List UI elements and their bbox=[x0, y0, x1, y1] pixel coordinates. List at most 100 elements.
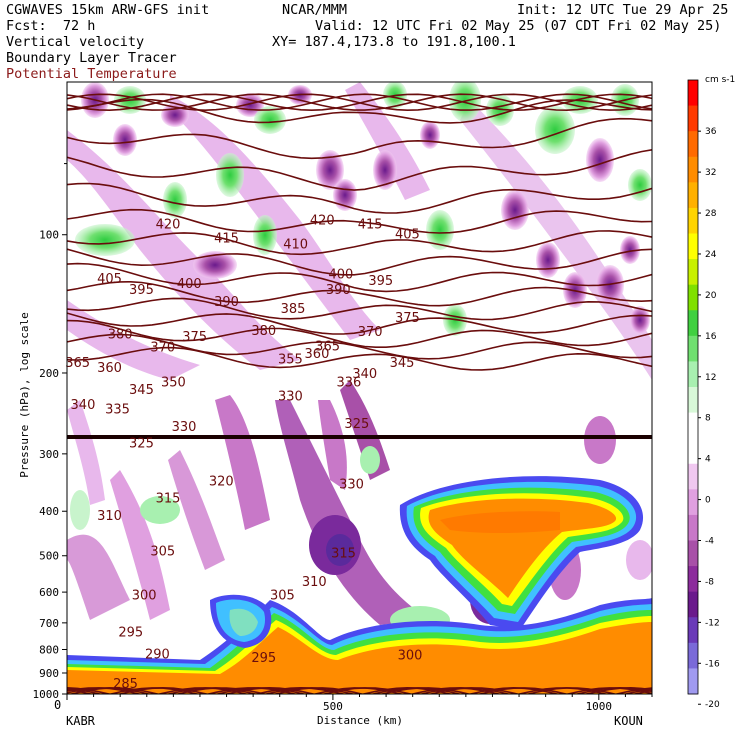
colorbar-tick-label: -8 bbox=[705, 577, 714, 587]
init-time: Init: 12 UTC Tue 29 Apr 25 bbox=[517, 2, 729, 18]
colorbar-tick-label: 0 bbox=[705, 496, 711, 506]
cross-section-endpoints: XY= 187.4,173.8 to 191.8,100.1 bbox=[272, 34, 516, 50]
colorbar-swatch bbox=[688, 438, 698, 465]
theta-contour bbox=[67, 346, 652, 371]
colorbar-tick-label: 4 bbox=[705, 455, 711, 465]
x-tick-label: 500 bbox=[323, 700, 343, 713]
theta-label: 370 bbox=[358, 325, 383, 340]
theta-label: 325 bbox=[344, 417, 369, 432]
y-tick-label: 300 bbox=[39, 448, 59, 461]
theta-label: 315 bbox=[156, 491, 181, 506]
y-tick-label: 200 bbox=[39, 367, 59, 380]
colorbar-tick-label: 16 bbox=[705, 332, 717, 342]
theta-label: 295 bbox=[251, 651, 276, 666]
theta-label: 390 bbox=[326, 283, 351, 298]
theta-label: 370 bbox=[150, 340, 175, 355]
field-boundary-layer-tracer: Boundary Layer Tracer bbox=[6, 50, 177, 66]
y-axis-label: Pressure (hPa), log scale bbox=[18, 312, 31, 478]
theta-label: 295 bbox=[118, 626, 143, 641]
colorbar-swatch bbox=[688, 259, 698, 286]
theta-label: 415 bbox=[214, 232, 239, 247]
colorbar-swatch bbox=[688, 668, 698, 695]
theta-label: 315 bbox=[331, 547, 356, 562]
org-label: NCAR/MMM bbox=[282, 2, 348, 18]
colorbar: 36 32 28 24 20 16 12 8 4 0 -4 -8 -12 -16 -20 bbox=[687, 79, 720, 710]
theta-label: 330 bbox=[278, 389, 303, 404]
colorbar-tick-label: 8 bbox=[705, 414, 711, 424]
y-tick-label: 700 bbox=[39, 617, 59, 630]
theta-label: 375 bbox=[395, 311, 420, 326]
boundary-layer-tracer bbox=[67, 476, 652, 694]
theta-contour bbox=[156, 686, 652, 694]
x-origin-label: 0 bbox=[54, 698, 62, 712]
theta-label: 310 bbox=[97, 509, 122, 524]
theta-label: 310 bbox=[302, 575, 327, 590]
theta-label: 405 bbox=[395, 228, 420, 243]
theta-label: 375 bbox=[182, 330, 207, 345]
theta-label: 330 bbox=[172, 420, 197, 435]
valid-time: Valid: 12 UTC Fri 02 May 25 (07 CDT Fri … bbox=[315, 18, 722, 34]
theta-label: 355 bbox=[278, 353, 303, 368]
colorbar-frame bbox=[687, 79, 699, 695]
theta-label: 365 bbox=[315, 339, 340, 354]
y-tick-label: 600 bbox=[39, 586, 59, 599]
colorbar-swatch bbox=[688, 566, 698, 593]
y-axis: 100 200 300 400 500 600 700 800 900 1000 bbox=[33, 163, 67, 701]
colorbar-swatch bbox=[688, 182, 698, 209]
theta-label: 305 bbox=[150, 545, 175, 560]
theta-label: 285 bbox=[113, 677, 138, 692]
x-axis-label: Distance (km) bbox=[317, 714, 403, 727]
colorbar-tick-label: 24 bbox=[705, 250, 717, 260]
left-station-label: KABR bbox=[66, 714, 95, 728]
theta-contour bbox=[116, 686, 618, 694]
theta-contour bbox=[67, 182, 652, 214]
right-station-label: KOUN bbox=[614, 714, 643, 728]
colorbar-swatch bbox=[688, 310, 698, 337]
colorbar-swatch bbox=[688, 335, 698, 362]
theta-label: 360 bbox=[305, 347, 330, 362]
plot-area bbox=[67, 82, 652, 694]
colorbar-swatch bbox=[688, 105, 698, 132]
y-tick-label: 100 bbox=[39, 229, 59, 242]
colorbar-swatch bbox=[688, 412, 698, 439]
theta-label: 345 bbox=[129, 383, 154, 398]
colorbar-tick-label: -20 bbox=[705, 700, 720, 710]
theta-label: 330 bbox=[339, 478, 364, 493]
colorbar-tick-label: 12 bbox=[705, 373, 716, 383]
colorbar-tick-label: -12 bbox=[705, 618, 720, 628]
y-tick-label: 1000 bbox=[33, 688, 60, 701]
theta-contour bbox=[67, 248, 652, 276]
theta-contour bbox=[67, 319, 652, 348]
theta-label: 385 bbox=[281, 302, 306, 317]
theta-label: 360 bbox=[97, 361, 122, 376]
theta-contour bbox=[67, 312, 652, 335]
colorbar-swatch bbox=[688, 540, 698, 567]
theta-contour bbox=[67, 280, 652, 307]
theta-label: 390 bbox=[214, 295, 239, 310]
colorbar-swatch bbox=[688, 463, 698, 490]
theta-label: 380 bbox=[108, 328, 133, 343]
theta-contour bbox=[67, 262, 652, 293]
x-tick-label: 1000 bbox=[586, 700, 613, 713]
theta-label: 410 bbox=[283, 237, 308, 252]
theta-label: 340 bbox=[352, 367, 377, 382]
theta-label: 405 bbox=[97, 272, 122, 287]
theta-label: 300 bbox=[398, 649, 423, 664]
theta-label: 320 bbox=[209, 475, 234, 490]
theta-label: 350 bbox=[161, 376, 186, 391]
theta-label: 380 bbox=[251, 324, 276, 339]
theta-label: 336 bbox=[336, 376, 361, 391]
theta-contour bbox=[67, 208, 652, 234]
theta-contour bbox=[67, 149, 652, 191]
theta-label: 325 bbox=[129, 437, 154, 452]
theta-label: 340 bbox=[71, 398, 96, 413]
theta-label: 305 bbox=[270, 588, 295, 603]
colorbar-swatch bbox=[688, 642, 698, 669]
theta-contour bbox=[67, 297, 652, 321]
colorbar-swatch bbox=[688, 233, 698, 260]
theta-label: 400 bbox=[177, 277, 202, 292]
y-tick-label: 800 bbox=[39, 643, 59, 656]
colorbar-tick-label: 32 bbox=[705, 168, 716, 178]
colorbar-swatch bbox=[688, 207, 698, 234]
